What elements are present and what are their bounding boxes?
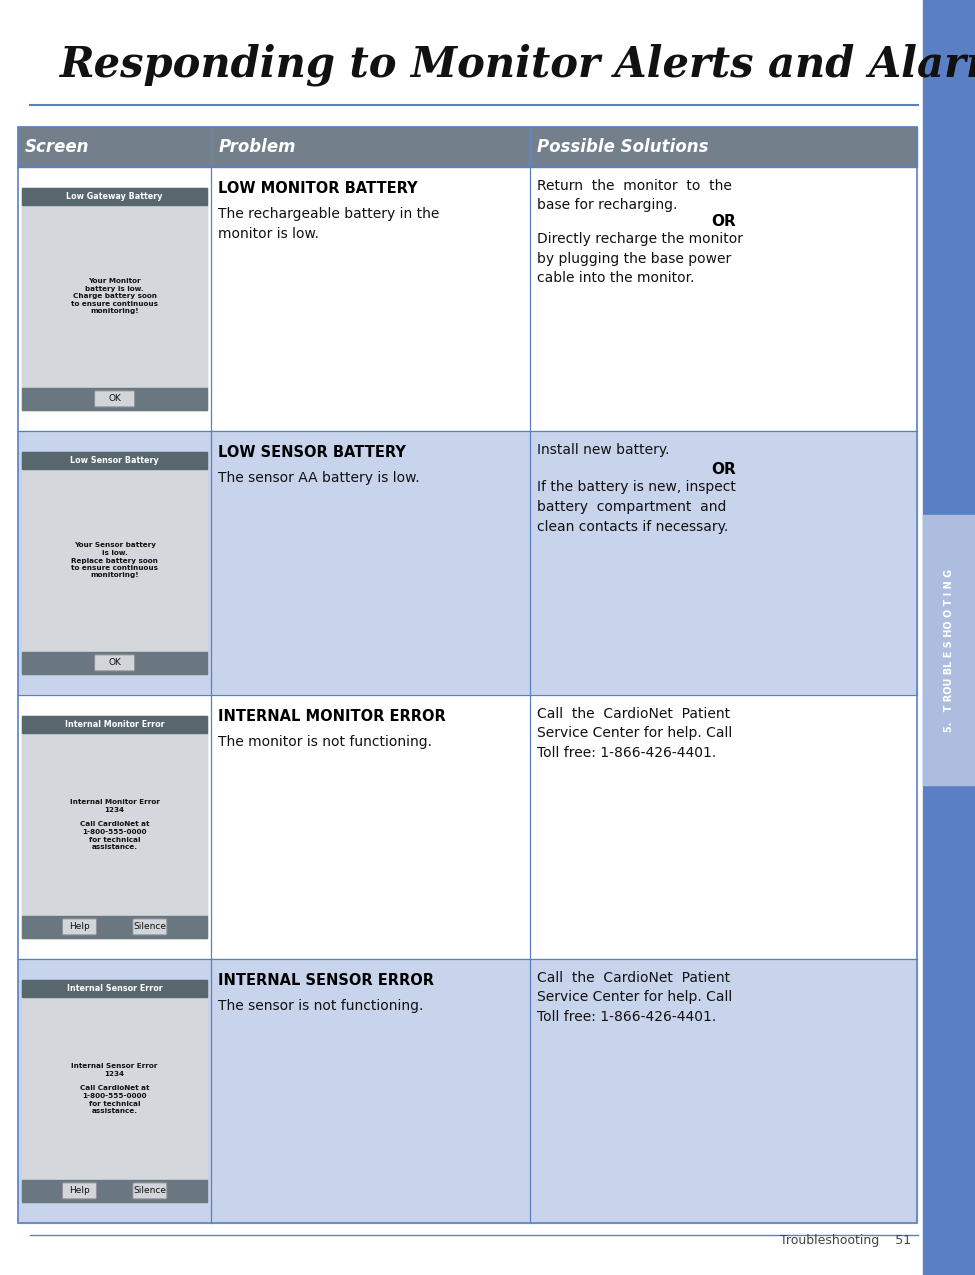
Bar [22, 205, 208, 388]
Bar [22, 189, 208, 409]
Bar [923, 0, 975, 1275]
Bar [22, 388, 208, 409]
Bar [22, 717, 208, 938]
Bar [22, 1179, 208, 1202]
Text: Responding to Monitor Alerts and Alarms: Responding to Monitor Alerts and Alarms [60, 43, 975, 87]
Text: Low Gateway Battery: Low Gateway Battery [66, 193, 163, 201]
Text: The rechargeable battery in the
monitor is low.: The rechargeable battery in the monitor … [218, 207, 440, 241]
Text: INTERNAL MONITOR ERROR: INTERNAL MONITOR ERROR [218, 709, 446, 724]
Text: LOW MONITOR BATTERY: LOW MONITOR BATTERY [218, 181, 418, 196]
Text: Possible Solutions: Possible Solutions [537, 138, 709, 156]
Bar [18, 167, 917, 431]
Text: Internal Monitor Error
1234

Call CardioNet at
1-800-555-0000
for technical
assi: Internal Monitor Error 1234 Call CardioN… [69, 799, 160, 850]
Text: Screen: Screen [25, 138, 90, 156]
Text: Silence: Silence [134, 922, 167, 931]
Text: Help: Help [69, 1186, 90, 1196]
Text: Silence: Silence [134, 1186, 167, 1196]
Bar [18, 959, 917, 1223]
Bar [22, 733, 208, 915]
Text: OR: OR [712, 214, 736, 230]
Text: Call  the  CardioNet  Patient
Service Center for help. Call
Toll free: 1-866-426: Call the CardioNet Patient Service Cente… [537, 972, 732, 1024]
Text: OR: OR [712, 463, 736, 478]
FancyBboxPatch shape [133, 919, 167, 935]
Text: The monitor is not functioning.: The monitor is not functioning. [218, 734, 432, 748]
Bar [22, 189, 208, 205]
Bar [22, 469, 208, 652]
Text: Your Sensor battery
is low.
Replace battery soon
to ensure continuous
monitoring: Your Sensor battery is low. Replace batt… [71, 542, 158, 579]
Text: INTERNAL SENSOR ERROR: INTERNAL SENSOR ERROR [218, 973, 434, 988]
Text: Directly recharge the monitor
by plugging the base power
cable into the monitor.: Directly recharge the monitor by pluggin… [537, 232, 743, 286]
Bar [22, 980, 208, 997]
Bar [18, 128, 917, 167]
Text: If the battery is new, inspect
battery  compartment  and
clean contacts if neces: If the battery is new, inspect battery c… [537, 481, 736, 533]
Bar [22, 717, 208, 733]
FancyBboxPatch shape [62, 1183, 97, 1198]
Bar [18, 128, 917, 1223]
Text: Return  the  monitor  to  the
base for recharging.: Return the monitor to the base for recha… [537, 179, 732, 213]
Bar [22, 997, 208, 1179]
FancyBboxPatch shape [95, 391, 135, 407]
FancyBboxPatch shape [62, 919, 97, 935]
Text: The sensor AA battery is low.: The sensor AA battery is low. [218, 470, 420, 484]
Bar [18, 695, 917, 959]
Bar [923, 515, 975, 785]
Text: Internal Monitor Error: Internal Monitor Error [64, 720, 165, 729]
Text: Internal Sensor Error: Internal Sensor Error [66, 984, 163, 993]
Text: Low Sensor Battery: Low Sensor Battery [70, 456, 159, 465]
Text: The sensor is not functioning.: The sensor is not functioning. [218, 1000, 424, 1014]
FancyBboxPatch shape [133, 1183, 167, 1198]
Text: OK: OK [108, 658, 121, 667]
Bar [18, 431, 917, 695]
Text: Your Monitor
battery is low.
Charge battery soon
to ensure continuous
monitoring: Your Monitor battery is low. Charge batt… [71, 278, 158, 315]
Bar [22, 980, 208, 1202]
Text: 5.   T ROU BL E S HO O T I N G: 5. T ROU BL E S HO O T I N G [944, 569, 954, 732]
FancyBboxPatch shape [95, 655, 135, 671]
Text: Help: Help [69, 922, 90, 931]
Text: Internal Sensor Error
1234

Call CardioNet at
1-800-555-0000
for technical
assis: Internal Sensor Error 1234 Call CardioNe… [71, 1063, 158, 1114]
Text: LOW SENSOR BATTERY: LOW SENSOR BATTERY [218, 445, 407, 460]
Bar [22, 453, 208, 674]
Bar [22, 915, 208, 938]
Text: OK: OK [108, 394, 121, 403]
Text: Problem: Problem [218, 138, 295, 156]
Text: Call  the  CardioNet  Patient
Service Center for help. Call
Toll free: 1-866-426: Call the CardioNet Patient Service Cente… [537, 708, 732, 760]
Bar [22, 453, 208, 469]
Bar [22, 652, 208, 674]
Text: Install new battery.: Install new battery. [537, 442, 670, 456]
Text: Troubleshooting    51: Troubleshooting 51 [780, 1234, 911, 1247]
